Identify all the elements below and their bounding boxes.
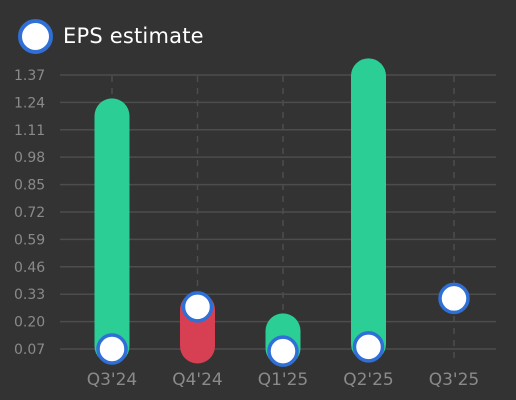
y-tick-label: 1.37	[14, 68, 45, 84]
y-tick-label: 0.85	[14, 178, 45, 194]
x-tick-label: Q1'25	[258, 370, 309, 390]
y-tick-label: 1.24	[14, 95, 45, 111]
y-tick-label: 0.72	[14, 205, 45, 221]
range-bar	[94, 98, 130, 364]
y-tick-label: 0.59	[14, 232, 45, 248]
estimate-marker	[181, 291, 214, 323]
y-tick-label: 0.46	[14, 260, 45, 276]
x-tick-label: Q3'24	[87, 370, 138, 390]
x-tick-label: Q4'24	[172, 370, 223, 390]
estimate-marker	[352, 331, 385, 363]
y-tick-label: 0.07	[14, 342, 45, 358]
x-tick-label: Q2'25	[343, 370, 394, 390]
y-tick-label: 0.98	[14, 150, 45, 166]
x-tick-label: Q3'25	[429, 370, 480, 390]
y-tick-label: 1.11	[14, 123, 45, 139]
y-tick-label: 0.20	[14, 315, 45, 331]
legend: EPS estimate	[18, 18, 204, 54]
legend-marker-icon	[18, 18, 53, 54]
legend-label: EPS estimate	[63, 24, 204, 48]
estimate-marker	[438, 282, 470, 315]
range-bar	[351, 58, 386, 362]
estimate-marker	[96, 333, 128, 365]
estimate-marker	[267, 335, 299, 367]
y-tick-label: 0.33	[14, 287, 45, 303]
